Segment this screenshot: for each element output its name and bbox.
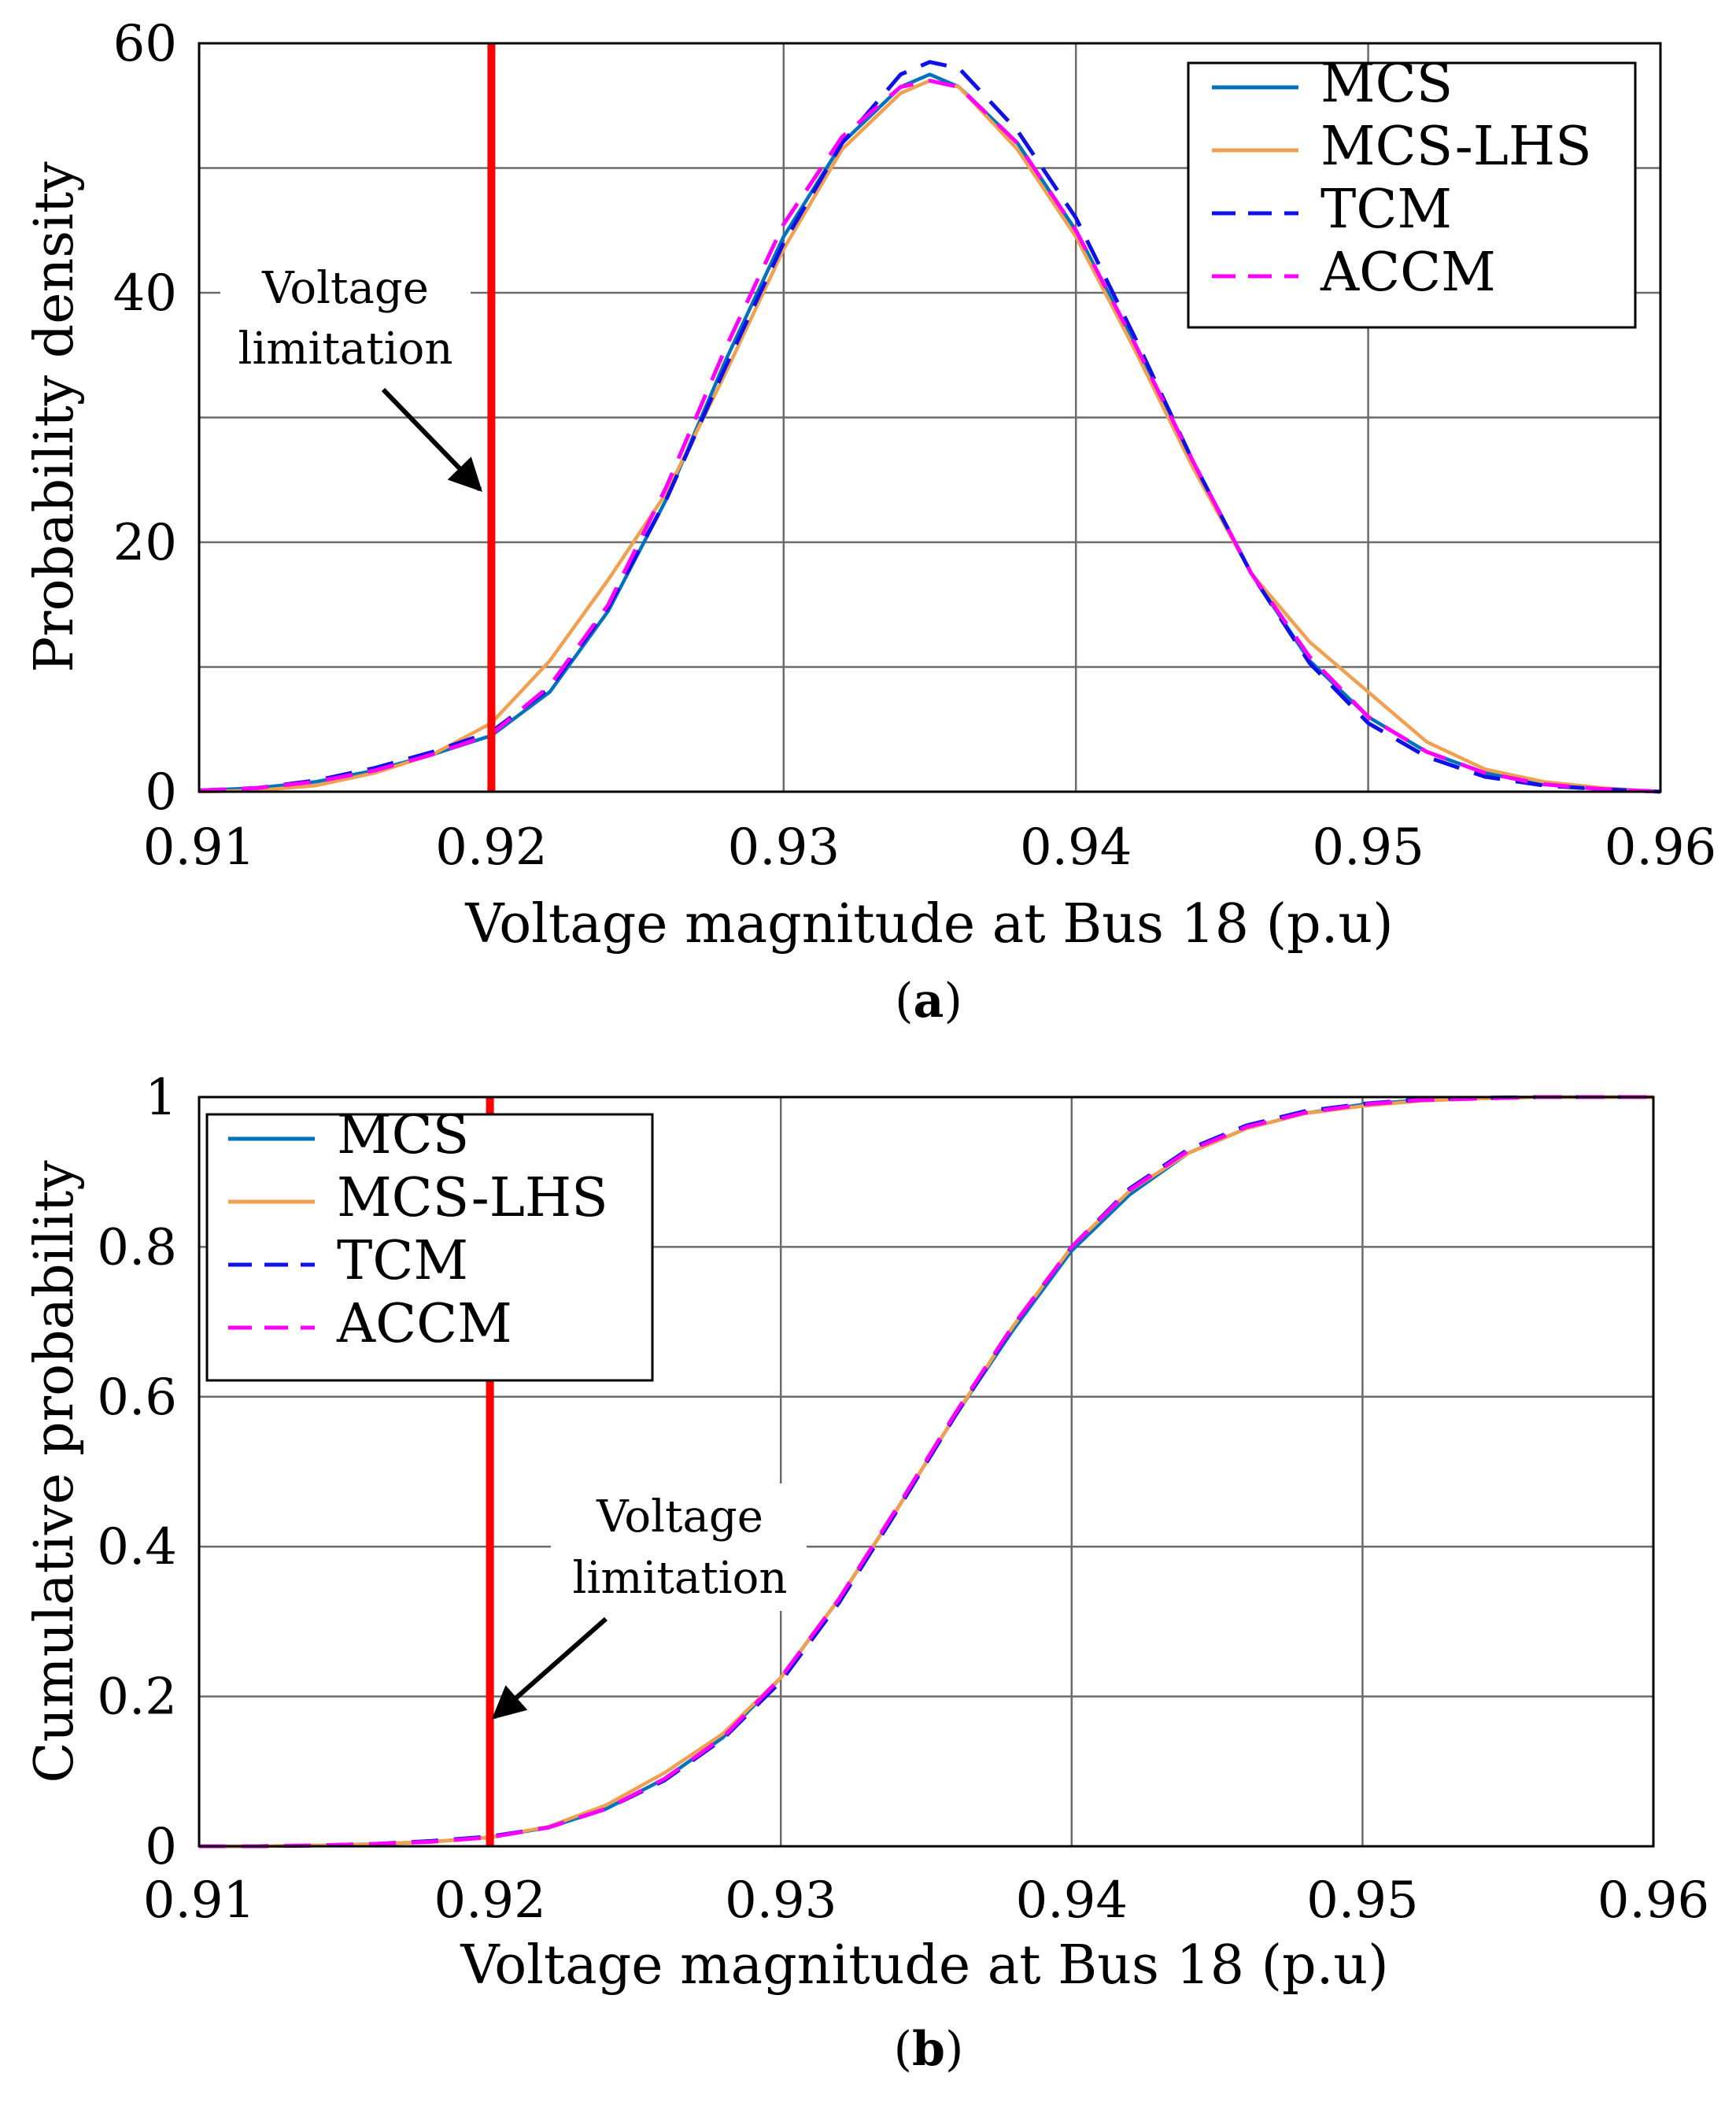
panel-a-x-axis-label: Voltage magnitude at Bus 18 (p.u) [464,893,1393,955]
panel-a-y-tick-label: 0 [145,763,177,822]
panel-a-caption-close: ) [944,974,962,1029]
panel-a-caption-open: ( [895,974,913,1029]
panel-b-x-tick-label: 0.92 [434,1871,546,1930]
panel-a-annotation-line-2: limitation [238,323,453,375]
panel-b-annotation-box [551,1483,807,1611]
panel-a-x-tick-label: 0.96 [1605,818,1717,877]
panel-a-series [198,60,1661,794]
panel-b-annotation-arrow [491,1616,608,1720]
panel-b-legend-label: TCM [337,1230,468,1292]
panel-a-x-tick-label: 0.94 [1020,818,1132,877]
panel-a-legend-label: MCS [1320,53,1453,115]
panel-b-x-tick-label: 0.93 [725,1871,837,1930]
panel-b-annotation-line-2: limitation [573,1553,788,1604]
panel-b-legend-label: MCS [337,1104,469,1166]
panel-a-series-tcm [198,60,1661,794]
panel-a-x-tick-label: 0.95 [1312,818,1424,877]
panel-a-y-tick-label: 40 [113,264,177,323]
panel-b-annotation-line-1: Voltage [596,1491,763,1543]
panel-a-x-tick-label: 0.91 [143,818,256,877]
panel-a-axes-frame [198,42,1662,793]
panel-a-legend-label: ACCM [1320,242,1496,304]
panel-b-caption: (b) [894,2022,964,2077]
panel-b-y-tick-label: 0 [145,1818,177,1876]
panel-a-legend-label: TCM [1320,179,1452,241]
panel-a-series-accm [198,79,1661,794]
panel-b-series [199,1095,1653,1849]
panel-a-density-chart: 0 20 40 60 0.91 0.92 0.93 0.94 0.95 0.96 Voltage… [24,15,1716,1029]
panel-b-x-tick-label: 0.94 [1016,1871,1128,1930]
panel-a-y-ticks: 0 20 40 60 [113,15,177,822]
panel-b-x-tick-label: 0.91 [143,1871,256,1930]
panel-a-x-ticks: 0.91 0.92 0.93 0.94 0.95 0.96 [143,818,1717,877]
panel-b-annotation: Voltage limitation [491,1483,807,1720]
panel-a-annotation-arrow [381,387,482,493]
panel-b-caption-open: ( [894,2022,912,2077]
panel-a-caption-letter: a [914,974,944,1029]
panel-a-y-tick-label: 60 [113,15,177,73]
panel-a-annotation-box [220,253,471,379]
panel-a-legend-box [1187,61,1637,329]
panel-b-y-axis-label: Cumulative probability [24,1160,86,1783]
panel-b-y-tick-label: 0.8 [97,1218,177,1277]
panel-b-y-tick-label: 1 [145,1069,177,1127]
panel-b-series-accm [199,1095,1653,1849]
panel-a-legend-label: MCS-LHS [1320,116,1592,178]
panel-b-x-ticks: 0.91 0.92 0.93 0.94 0.95 0.96 [143,1871,1710,1930]
panel-b-y-tick-label: 0.2 [97,1668,177,1727]
panel-b-y-tick-label: 0.4 [97,1518,177,1576]
panel-a-annotation-line-1: Voltage [261,263,429,314]
panel-b-cumulative-chart: 00.20.40.60.81 0.91 0.92 0.93 0.94 0.95 0.96 … [24,1069,1709,2077]
panel-b-legend-box [205,1113,654,1382]
panel-a-annotation: Voltage limitation [220,253,482,493]
panel-b-caption-close: ) [945,2022,963,2077]
panel-b-axes-frame [198,1095,1655,1848]
panel-b-legend-label: MCS-LHS [337,1167,608,1229]
panel-a-y-axis-label: Probability density [24,161,86,673]
panel-a-caption: (a) [895,974,962,1029]
panel-b-y-tick-label: 0.6 [97,1369,177,1427]
panel-b-x-axis-label: Voltage magnitude at Bus 18 (p.u) [460,1934,1388,1997]
panel-a-x-tick-label: 0.93 [728,818,840,877]
panel-b-x-tick-label: 0.95 [1306,1871,1419,1930]
panel-b-x-tick-label: 0.96 [1597,1871,1710,1930]
panel-b-caption-letter: b [912,2022,945,2077]
panel-a-x-tick-label: 0.92 [435,818,548,877]
panel-b-y-ticks: 0 0.2 0.4 0.6 0.8 1 [97,1069,177,1876]
panel-a-y-tick-label: 20 [113,514,177,572]
panel-b-legend-label: ACCM [336,1293,512,1355]
